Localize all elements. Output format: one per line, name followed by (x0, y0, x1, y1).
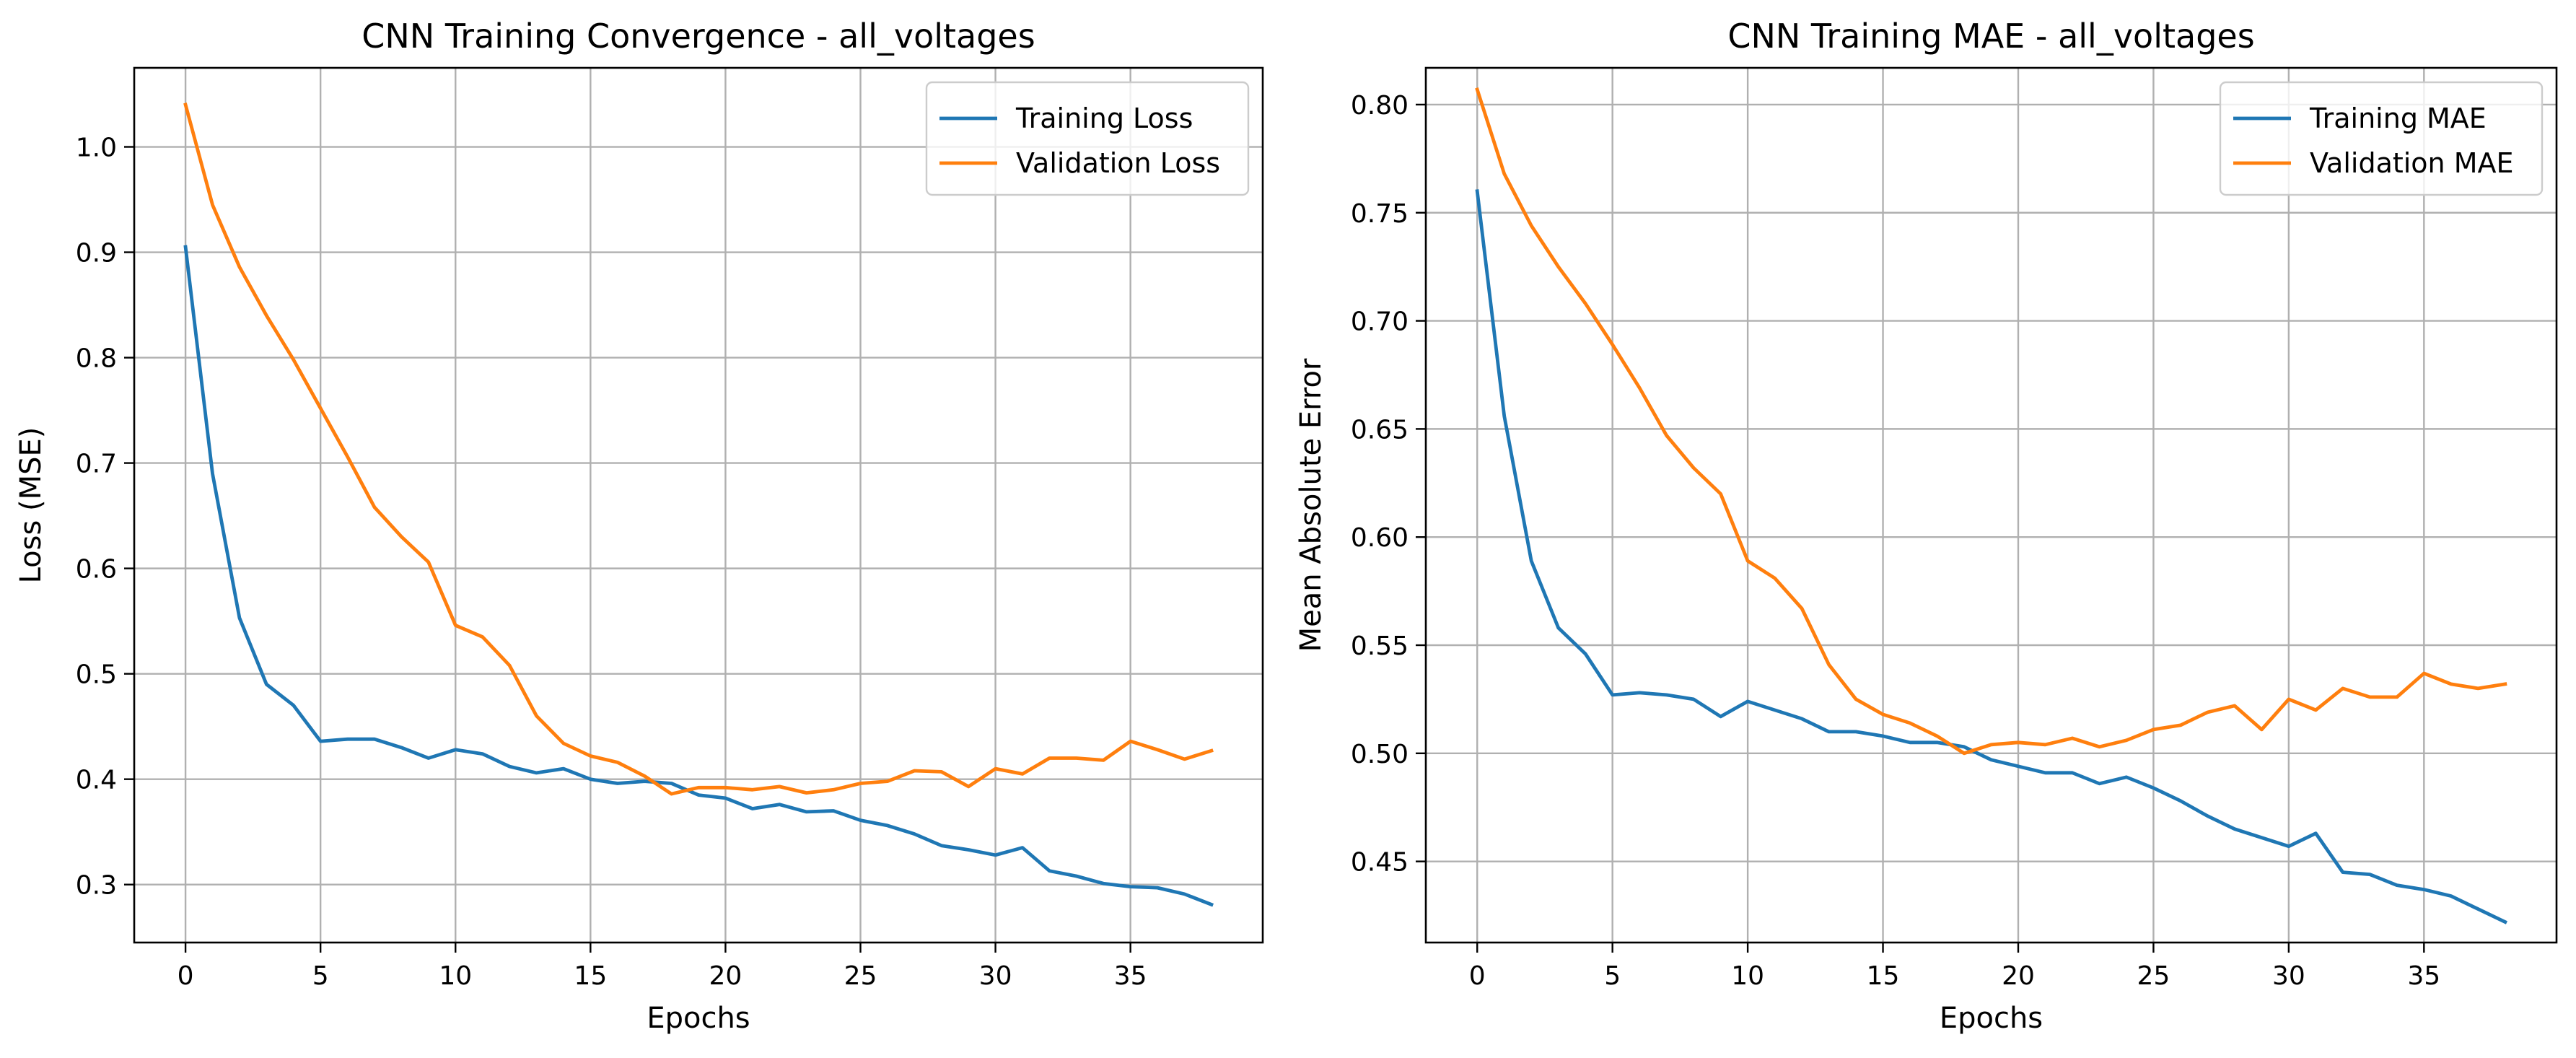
loss-chart-panel: 0 5 10 15 20 25 30 35 0.3 0.4 0.5 0.6 0.7 0.8 0.9 1.0 CN… (14, 17, 1264, 1035)
loss-y-axis-label: Loss (MSE) (14, 427, 48, 584)
mae-series-line-2 (1475, 87, 2507, 756)
x-tick-label: 25 (2137, 961, 2170, 991)
y-tick-label: 1.0 (76, 134, 117, 163)
legend-box (2219, 81, 2544, 196)
loss-series-line-1 (183, 245, 1214, 907)
y-tick-label: 0.6 (76, 555, 117, 585)
x-tick-label: 20 (2002, 961, 2035, 991)
loss-series-line-2 (183, 102, 1214, 796)
y-tick-label: 0.4 (76, 766, 117, 795)
y-tick-label: 0.5 (76, 660, 117, 690)
mae-chart-panel: 0 5 10 15 20 25 30 35 0.45 0.50 0.55 0.60 0.65 0.70 0.… (1294, 17, 2558, 1035)
x-tick-label: 0 (1469, 961, 1486, 991)
mae-x-axis-label: Epochs (1940, 1002, 2043, 1035)
axes-frame (133, 66, 1264, 944)
x-tick-label: 15 (1867, 961, 1900, 991)
x-tick-label: 15 (574, 961, 607, 991)
x-tick-label: 25 (844, 961, 877, 991)
x-tick-label: 30 (979, 961, 1012, 991)
legend-label-2: Validation MAE (2310, 147, 2514, 179)
x-tick-label: 35 (1114, 961, 1147, 991)
y-tick-label: 0.55 (1351, 631, 1409, 661)
y-tick-label: 0.8 (76, 344, 117, 374)
y-tick-label: 0.70 (1351, 307, 1409, 337)
x-tick-label: 30 (2272, 961, 2305, 991)
loss-x-axis-label: Epochs (647, 1002, 750, 1035)
y-tick-label: 0.60 (1351, 523, 1409, 553)
x-tick-label: 20 (709, 961, 742, 991)
y-tick-label: 0.65 (1351, 415, 1409, 445)
x-tick-label: 0 (178, 961, 194, 991)
mae-y-axis-label: Mean Absolute Error (1294, 358, 1328, 652)
y-tick-label: 0.45 (1351, 848, 1409, 878)
y-tick-label: 0.75 (1351, 199, 1409, 229)
x-tick-label: 10 (1731, 961, 1764, 991)
loss-legend: Training Loss Validation Loss (925, 81, 1250, 196)
loss-chart-title: CNN Training Convergence - all_voltages (362, 17, 1035, 56)
x-tick-label: 35 (2407, 961, 2440, 991)
x-tick-label: 5 (312, 961, 329, 991)
y-tick-label: 0.80 (1351, 91, 1409, 121)
x-tick-label: 10 (439, 961, 472, 991)
legend-label-1: Training MAE (2309, 102, 2487, 134)
y-tick-label: 0.3 (76, 871, 117, 901)
y-tick-label: 0.50 (1351, 740, 1409, 769)
y-tick-label: 0.7 (76, 450, 117, 479)
legend-box (925, 81, 1250, 196)
y-tick-label: 0.9 (76, 239, 117, 268)
mae-series-line-1 (1475, 189, 2507, 924)
mae-legend: Training MAE Validation MAE (2219, 81, 2544, 196)
x-tick-label: 5 (1604, 961, 1621, 991)
legend-label-1: Training Loss (1015, 102, 1193, 134)
axes-frame (1424, 66, 2558, 944)
mae-chart-title: CNN Training MAE - all_voltages (1727, 17, 2254, 56)
legend-label-2: Validation Loss (1016, 147, 1220, 179)
